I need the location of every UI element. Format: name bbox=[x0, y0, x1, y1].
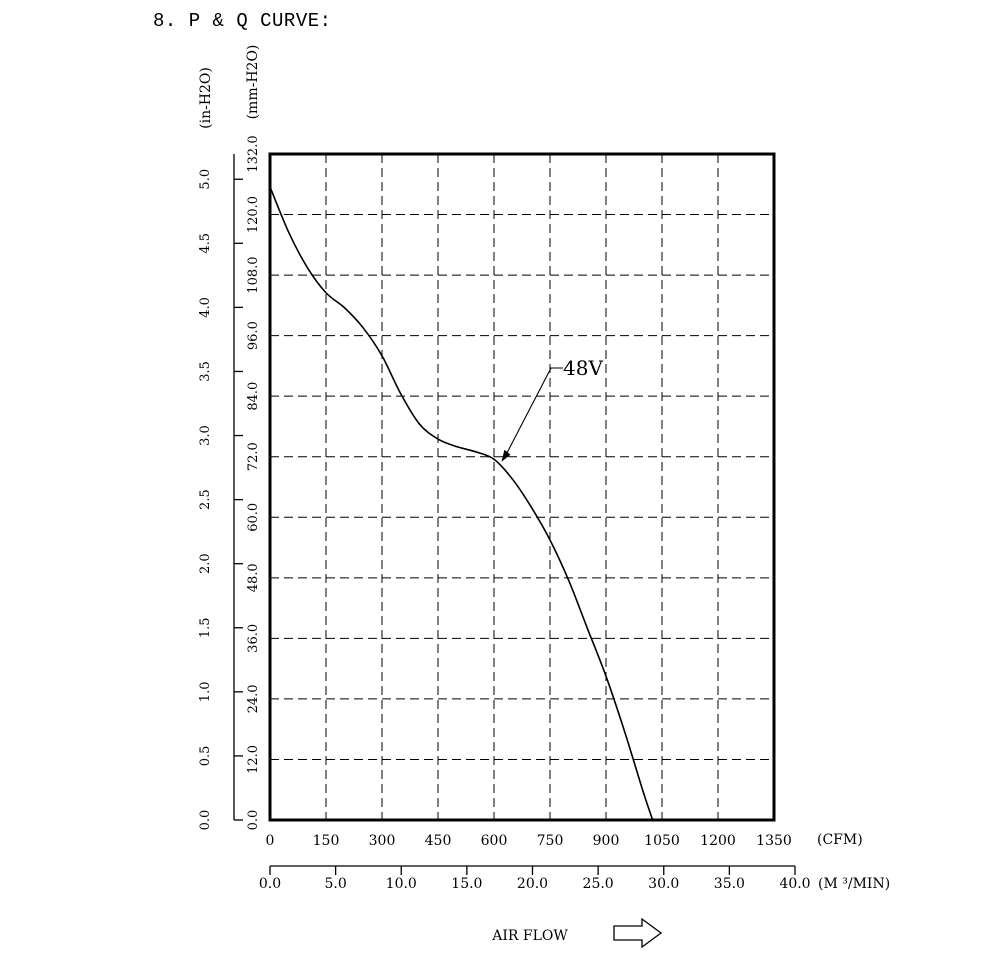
x-tick-label-m3min: 5.0 bbox=[324, 876, 346, 892]
y-tick-label-mm: 48.0 bbox=[246, 563, 261, 592]
y-tick-label-mm: 0.0 bbox=[246, 810, 261, 831]
y-tick-label-mm: 108.0 bbox=[246, 256, 261, 293]
y-tick-label-in: 2.0 bbox=[198, 553, 213, 574]
right-arrow-icon bbox=[613, 917, 663, 949]
y-tick-label-mm: 60.0 bbox=[246, 503, 261, 532]
y-tick-label-in: 5.0 bbox=[198, 169, 213, 190]
x-tick-label-m3min: 0.0 bbox=[259, 876, 281, 892]
grid-lines bbox=[270, 154, 774, 820]
x-tick-label-cfm: 300 bbox=[369, 833, 396, 849]
y-tick-label-in: 0.0 bbox=[198, 810, 213, 831]
x-tick-label-cfm: 600 bbox=[481, 833, 508, 849]
y-tick-label-mm: 132.0 bbox=[246, 135, 261, 172]
series-line-48V bbox=[269, 186, 654, 821]
x-tick-label-m3min: 35.0 bbox=[714, 876, 745, 892]
annotation-arrowhead bbox=[501, 449, 511, 462]
x-tick-label-cfm: 0 bbox=[266, 833, 275, 849]
y-tick-label-in: 3.5 bbox=[198, 361, 213, 382]
y-tick-label-mm: 84.0 bbox=[246, 382, 261, 411]
page-title: 8. P & Q CURVE: bbox=[153, 10, 332, 32]
y-tick-label-mm: 72.0 bbox=[246, 442, 261, 471]
series-group bbox=[269, 186, 654, 821]
x-tick-label-cfm: 1050 bbox=[644, 833, 680, 849]
x-tick-label-cfm: 1350 bbox=[756, 833, 792, 849]
y-tick-label-mm: 24.0 bbox=[246, 684, 261, 713]
y-tick-label-in: 1.0 bbox=[198, 682, 213, 703]
y-tick-label-mm: 36.0 bbox=[246, 624, 261, 653]
x-unit-cfm: (CFM) bbox=[817, 832, 863, 848]
x-tick-label-cfm: 1200 bbox=[700, 833, 736, 849]
x-tick-label-cfm: 450 bbox=[425, 833, 452, 849]
x-tick-label-cfm: 900 bbox=[593, 833, 620, 849]
x-tick-label-cfm: 150 bbox=[313, 833, 340, 849]
x-tick-label-m3min: 20.0 bbox=[517, 876, 548, 892]
x-tick-label-m3min: 15.0 bbox=[451, 876, 482, 892]
y-unit-mm: (mm-H2O) bbox=[245, 45, 261, 120]
y-tick-label-in: 4.0 bbox=[198, 297, 213, 318]
y-tick-label-in: 1.5 bbox=[198, 617, 213, 638]
y-tick-label-in: 3.0 bbox=[198, 425, 213, 446]
y-tick-label-mm: 96.0 bbox=[246, 321, 261, 350]
axes bbox=[233, 154, 796, 949]
annotation-leader bbox=[503, 367, 563, 459]
x-tick-label-m3min: 10.0 bbox=[386, 876, 417, 892]
y-unit-in: (in-H2O) bbox=[198, 67, 214, 129]
x-unit-m3min: (M ³/MIN) bbox=[818, 876, 890, 892]
y-tick-label-in: 4.5 bbox=[198, 233, 213, 254]
y-tick-label-mm: 120.0 bbox=[246, 196, 261, 233]
y-tick-label-mm: 12.0 bbox=[246, 745, 261, 774]
x-tick-label-m3min: 30.0 bbox=[648, 876, 679, 892]
x-tick-label-m3min: 40.0 bbox=[779, 876, 810, 892]
y-tick-label-in: 0.5 bbox=[198, 746, 213, 767]
y-tick-label-in: 2.5 bbox=[198, 489, 213, 510]
x-tick-label-m3min: 25.0 bbox=[583, 876, 614, 892]
axis-labels: 0 150 300 450 600 750 900 1050 1200 1350 (CFM) 0.0 5… bbox=[198, 45, 890, 944]
series-label: 48V bbox=[563, 356, 603, 380]
plot-frame bbox=[268, 152, 776, 822]
x-tick-label-cfm: 750 bbox=[537, 833, 564, 849]
x-axis-title: AIR FLOW bbox=[491, 928, 568, 944]
